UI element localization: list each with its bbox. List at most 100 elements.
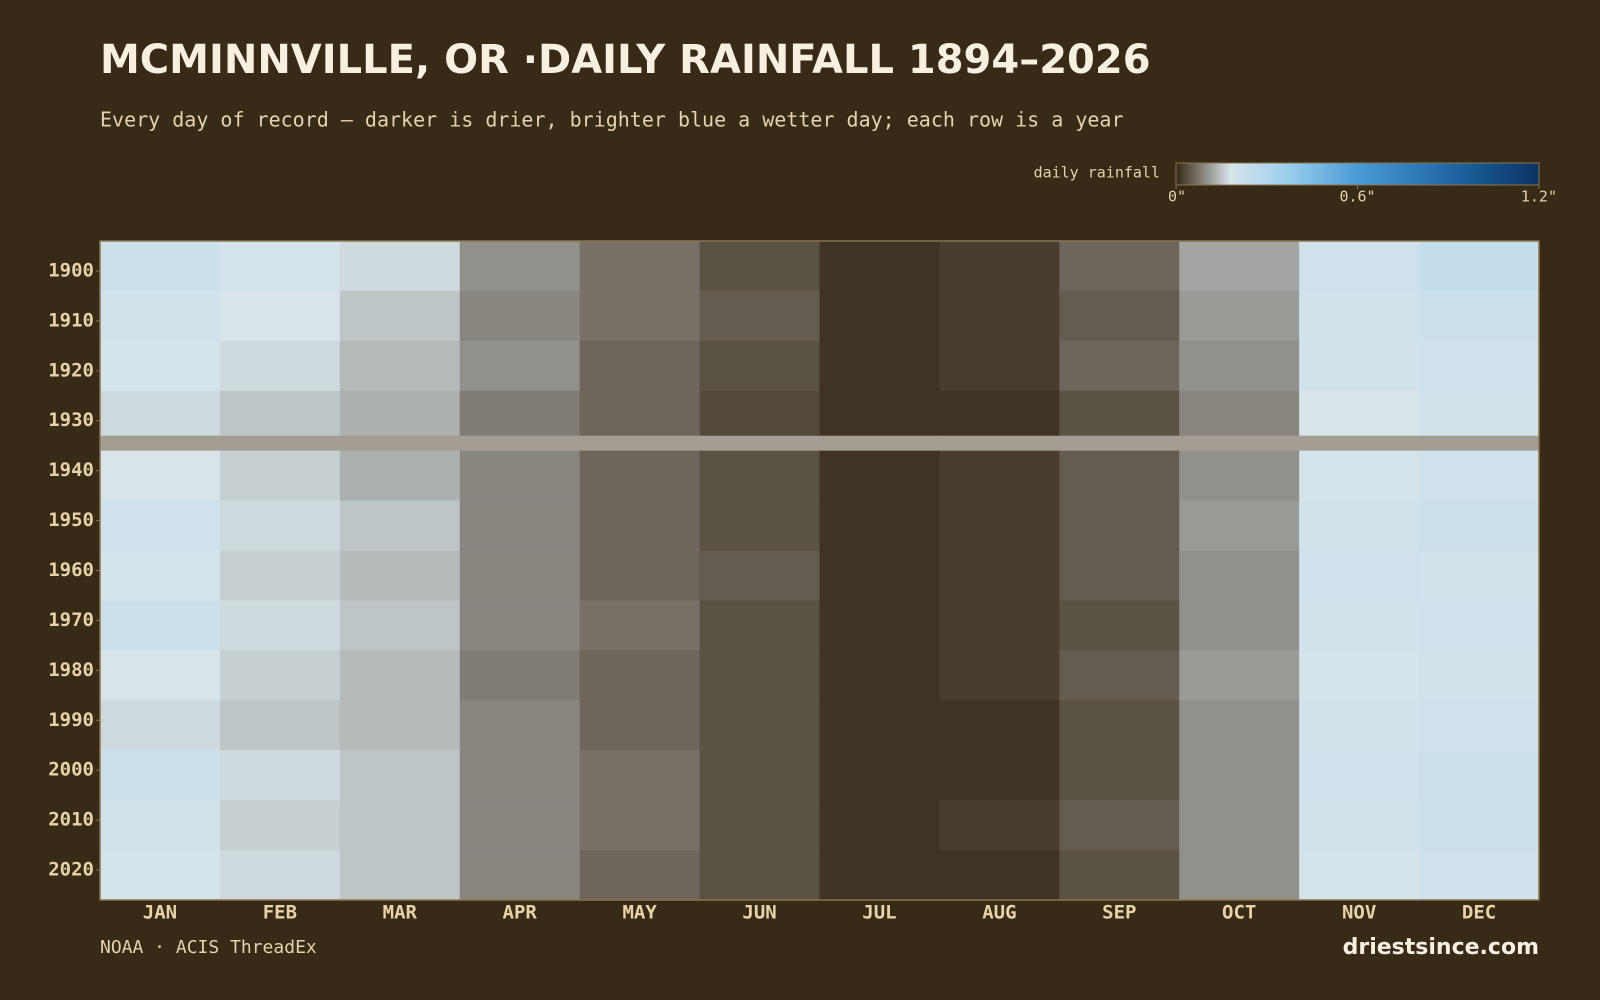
- heatmap-cell: [100, 390, 221, 437]
- heatmap-cell: [459, 800, 581, 851]
- heatmap-cell: [819, 450, 940, 502]
- heatmap-cell: [939, 850, 1060, 901]
- heatmap-cell: [219, 340, 341, 392]
- heatmap-cell: [699, 650, 820, 701]
- heatmap-cell: [1299, 800, 1420, 851]
- heatmap-cell: [459, 390, 581, 437]
- heatmap-cell: [1419, 450, 1540, 502]
- heatmap-cell: [699, 241, 820, 292]
- heatmap-cell: [1419, 700, 1540, 751]
- y-tick-label: 1970: [48, 609, 94, 631]
- heatmap-cell: [219, 800, 341, 851]
- heatmap-cell: [819, 800, 940, 851]
- heatmap-cell: [219, 290, 341, 342]
- heatmap-cell: [579, 650, 701, 701]
- heatmap-cell: [219, 850, 341, 901]
- x-tick-label: JUL: [862, 902, 896, 924]
- heatmap-cell: [459, 750, 581, 801]
- heatmap-cell: [939, 290, 1060, 342]
- heatmap-cell: [1179, 850, 1300, 901]
- source: NOAA · ACIS ThreadEx: [100, 937, 317, 958]
- heatmap-cell: [1299, 550, 1420, 601]
- colorbar-tick-label: 0": [1168, 188, 1186, 206]
- heatmap-cell: [579, 550, 701, 601]
- y-tick-label: 1950: [48, 509, 94, 531]
- heatmap-cell: [100, 340, 221, 392]
- heatmap-cell: [1059, 700, 1180, 751]
- heatmap-cell: [1299, 390, 1420, 437]
- heatmap-cell: [1299, 600, 1420, 651]
- heatmap-cell: [459, 500, 581, 552]
- heatmap-cell: [1059, 241, 1180, 292]
- heatmap-cell: [1179, 500, 1300, 552]
- heatmap-cell: [1299, 850, 1420, 901]
- heatmap-cell: [1419, 750, 1540, 801]
- x-tick-label: AUG: [982, 902, 1016, 924]
- heatmap-cell: [579, 750, 701, 801]
- y-tick-label: 1920: [48, 359, 94, 381]
- heatmap-cell: [1059, 550, 1180, 601]
- heatmap-cell: [819, 500, 940, 552]
- y-tick-label: 1960: [48, 559, 94, 581]
- x-tick-label: JAN: [143, 902, 177, 924]
- x-tick-label: JUN: [742, 902, 776, 924]
- heatmap-cell: [1419, 435, 1540, 452]
- heatmap-cell: [1419, 290, 1540, 342]
- heatmap-cell: [339, 290, 461, 342]
- y-tick-label: 1990: [48, 709, 94, 731]
- heatmap-cell: [100, 600, 221, 651]
- heatmap-cell: [1419, 550, 1540, 601]
- heatmap-cell: [459, 290, 581, 342]
- heatmap-cell: [219, 600, 341, 651]
- heatmap-cell: [699, 800, 820, 851]
- heatmap-cell: [1179, 450, 1300, 502]
- heatmap-cell: [100, 850, 221, 901]
- heatmap-cell: [819, 750, 940, 801]
- x-tick-label: MAY: [622, 902, 657, 924]
- heatmap-cell: [939, 450, 1060, 502]
- x-tick-label: SEP: [1102, 902, 1136, 924]
- heatmap-cell: [819, 241, 940, 292]
- y-tick-label: 1980: [48, 659, 94, 681]
- heatmap-cell: [819, 650, 940, 701]
- heatmap-cell: [1419, 500, 1540, 552]
- x-tick-label: FEB: [263, 902, 297, 924]
- heatmap-cell: [339, 390, 461, 437]
- colorbar-tick-label: 0.6": [1339, 188, 1375, 206]
- heatmap-cell: [1179, 435, 1300, 452]
- heatmap-cell: [100, 450, 221, 502]
- y-tick-label: 1930: [48, 409, 94, 431]
- heatmap-cell: [579, 700, 701, 751]
- heatmap-cell: [939, 241, 1060, 292]
- heatmap-cell: [1059, 450, 1180, 502]
- heatmap-cell: [100, 290, 221, 342]
- heatmap-cell: [1299, 290, 1420, 342]
- heatmap-cell: [339, 340, 461, 392]
- heatmap-cell: [100, 435, 221, 452]
- heatmap-cell: [459, 435, 581, 452]
- heatmap-cell: [219, 550, 341, 601]
- heatmap-cell: [219, 450, 341, 502]
- heatmap-cell: [1059, 800, 1180, 851]
- heatmap-cell: [1059, 290, 1180, 342]
- heatmap-cell: [219, 650, 341, 701]
- heatmap-cell: [1059, 390, 1180, 437]
- heatmap-cell: [1059, 435, 1180, 452]
- heatmap-cell: [579, 241, 701, 292]
- heatmap-cell: [579, 450, 701, 502]
- y-tick-label: 1940: [48, 459, 94, 481]
- heatmap-cell: [339, 500, 461, 552]
- heatmap-cell: [699, 450, 820, 502]
- heatmap-cell: [100, 650, 221, 701]
- heatmap-cell: [819, 340, 940, 392]
- heatmap-cell: [699, 700, 820, 751]
- heatmap-cell: [579, 340, 701, 392]
- heatmap-cell: [699, 850, 820, 901]
- chart-subtitle: Every day of record — darker is drier, b…: [100, 108, 1124, 132]
- heatmap-cell: [1059, 650, 1180, 701]
- heatmap-cell: [100, 800, 221, 851]
- heatmap-cell: [100, 550, 221, 601]
- heatmap-cell: [1419, 850, 1540, 901]
- heatmap-cell: [579, 290, 701, 342]
